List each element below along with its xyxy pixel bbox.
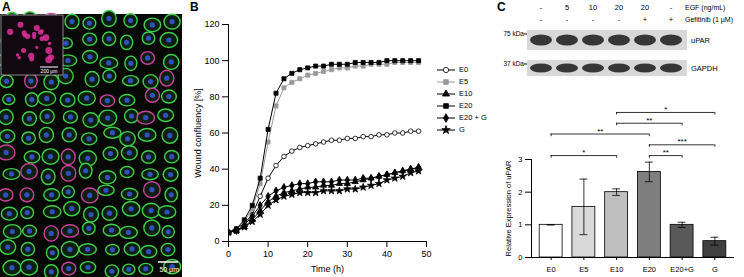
svg-text:2: 2 xyxy=(518,188,522,197)
svg-text:20: 20 xyxy=(641,3,649,12)
svg-text:*: * xyxy=(582,148,585,157)
svg-text:E5: E5 xyxy=(579,265,588,274)
svg-text:-: - xyxy=(540,3,543,12)
html-text:E20: E20 xyxy=(459,101,473,110)
svg-text:0: 0 xyxy=(214,236,219,246)
svg-text:Relative Expression of uPAR: Relative Expression of uPAR xyxy=(504,160,513,256)
svg-text:GAPDH: GAPDH xyxy=(691,64,718,73)
svg-text:80: 80 xyxy=(209,92,219,102)
html-text:A: A xyxy=(2,0,11,14)
svg-text:10: 10 xyxy=(263,249,273,259)
svg-text:-: - xyxy=(670,3,673,12)
svg-text:40: 40 xyxy=(382,249,392,259)
svg-text:50: 50 xyxy=(421,249,431,259)
svg-text:1: 1 xyxy=(518,220,522,229)
svg-text:20: 20 xyxy=(615,3,623,12)
svg-text:20: 20 xyxy=(209,200,219,210)
svg-text:**: ** xyxy=(597,127,603,136)
svg-text:75 kDa: 75 kDa xyxy=(503,30,524,37)
svg-text:*: * xyxy=(664,105,667,114)
html-text:E5: E5 xyxy=(459,77,469,86)
svg-text:0: 0 xyxy=(226,249,231,259)
svg-text:37 kDa: 37 kDa xyxy=(503,60,524,67)
svg-text:-: - xyxy=(540,15,543,24)
svg-text:-: - xyxy=(592,15,595,24)
svg-text:EGF (ng/mL): EGF (ng/mL) xyxy=(685,4,725,12)
svg-text:100: 100 xyxy=(204,56,219,66)
svg-text:60: 60 xyxy=(209,128,219,138)
svg-text:50 µm: 50 µm xyxy=(159,266,179,274)
html-text:B: B xyxy=(190,0,199,14)
html-text:G: G xyxy=(459,125,465,134)
svg-text:+: + xyxy=(669,15,674,24)
svg-text:40: 40 xyxy=(209,164,219,174)
svg-text:Time (h): Time (h) xyxy=(311,264,344,274)
svg-text:30: 30 xyxy=(342,249,352,259)
html-text:E20 + G: E20 + G xyxy=(459,113,487,122)
html-text:E10: E10 xyxy=(459,89,473,98)
svg-text:0: 0 xyxy=(518,253,522,262)
svg-text:200 µm: 200 µm xyxy=(41,68,58,74)
svg-text:**: ** xyxy=(646,116,652,125)
svg-text:5: 5 xyxy=(565,3,569,12)
svg-text:G: G xyxy=(712,265,718,274)
html-text:E0: E0 xyxy=(459,65,469,74)
svg-text:+: + xyxy=(643,15,648,24)
svg-text:20: 20 xyxy=(303,249,313,259)
svg-text:120: 120 xyxy=(204,19,219,29)
svg-text:**: ** xyxy=(663,148,669,157)
svg-text:***: *** xyxy=(677,137,686,146)
svg-text:-: - xyxy=(566,15,569,24)
svg-text:E20: E20 xyxy=(643,265,656,274)
html-text:C: C xyxy=(497,0,506,14)
svg-text:Wound confluency [%]: Wound confluency [%] xyxy=(193,88,203,177)
svg-text:uPAR: uPAR xyxy=(691,36,711,45)
svg-text:E20+G: E20+G xyxy=(670,265,694,274)
svg-text:E0: E0 xyxy=(547,265,556,274)
svg-text:E10: E10 xyxy=(610,265,623,274)
svg-text:10: 10 xyxy=(589,3,597,12)
svg-text:-: - xyxy=(618,15,621,24)
svg-text:Gefitinib (1 µM): Gefitinib (1 µM) xyxy=(685,16,733,24)
svg-text:3: 3 xyxy=(518,155,522,164)
